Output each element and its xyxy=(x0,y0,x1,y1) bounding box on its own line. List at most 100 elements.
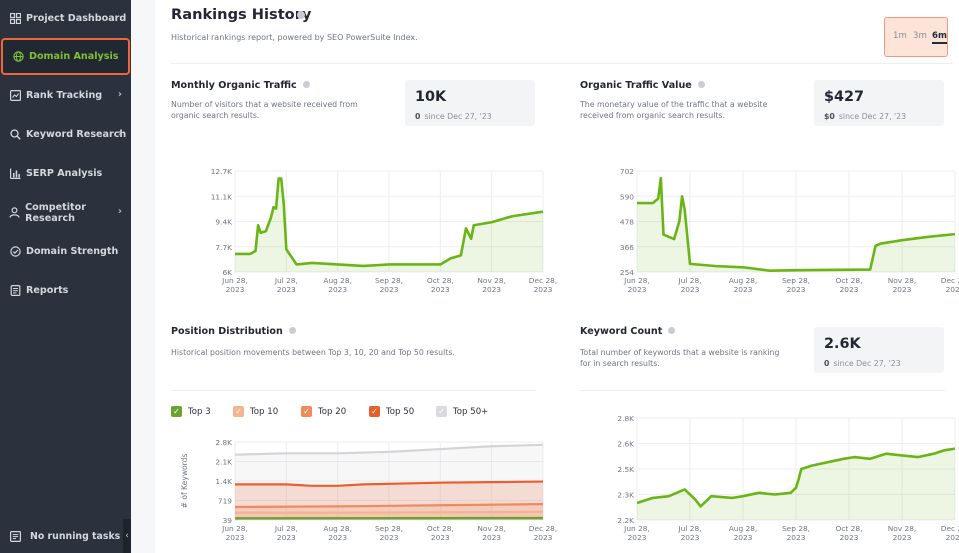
y-tick-label: 12.7K xyxy=(211,167,232,176)
legend-label: Top 50 xyxy=(386,406,415,417)
x-tick-label: Sep 28, xyxy=(782,276,810,285)
x-tick-label: 2023 xyxy=(226,285,245,294)
legend-toggle-top-50[interactable]: ✓ Top 50 xyxy=(369,406,414,417)
y-tick-label: 2.8K xyxy=(617,414,634,423)
x-tick-label: 2023 xyxy=(787,285,806,294)
x-tick-label: Dec 28, xyxy=(941,276,959,285)
sidebar-item-label: Competitor Research xyxy=(25,201,86,224)
range-option-1m[interactable]: 1m xyxy=(893,31,907,41)
sidebar-collapse-button[interactable]: ‹ xyxy=(123,519,131,553)
x-tick-label: Dec 28, xyxy=(941,524,959,533)
legend-label: Top 50+ xyxy=(453,406,489,417)
x-tick-label: 2023 xyxy=(482,533,501,542)
sidebar: Project Dashboard Domain Analysis Rank T… xyxy=(0,0,131,553)
x-tick-label: Nov 28, xyxy=(888,524,917,533)
x-tick-label: 2023 xyxy=(787,533,806,542)
sidebar-item-project-dashboard[interactable]: Project Dashboard xyxy=(0,0,131,37)
sidebar-item-label: SERP Analysis xyxy=(26,168,103,179)
series-area xyxy=(235,444,543,520)
metric-card-traffic-value: $427 $0 since Dec 27, '23 xyxy=(814,80,944,126)
x-tick-label: Jul 28, xyxy=(677,276,701,285)
y-tick-label: 11.1K xyxy=(211,192,232,201)
running-tasks-status[interactable]: No running tasks xyxy=(0,519,123,553)
legend-toggle-top-20[interactable]: ✓ Top 20 xyxy=(301,406,346,417)
y-axis-label: # of Keywords xyxy=(180,454,189,509)
x-tick-label: 2023 xyxy=(734,285,753,294)
x-tick-label: Sep 28, xyxy=(375,524,403,533)
globe-icon xyxy=(12,51,24,63)
x-tick-label: 2023 xyxy=(534,533,553,542)
metric-card-keywords: 2.6K 0 since Dec 27, '23 xyxy=(814,327,944,373)
y-tick-label: 2.3K xyxy=(617,491,634,500)
x-tick-label: 2023 xyxy=(628,285,647,294)
info-icon[interactable] xyxy=(297,11,305,19)
x-tick-label: 2023 xyxy=(226,533,245,542)
section-desc-traffic: Number of visitors that a website receiv… xyxy=(171,100,358,120)
section-title-positions: Position Distribution xyxy=(171,326,296,337)
legend-toggle-top-3[interactable]: ✓ Top 3 xyxy=(171,406,211,417)
x-tick-label: Jun 28, xyxy=(221,276,248,285)
metric-change: 0 since Dec 27, '23 xyxy=(824,359,901,368)
x-tick-label: Oct 28, xyxy=(427,524,454,533)
y-tick-label: 39 xyxy=(223,516,233,525)
x-tick-label: Jun 28, xyxy=(623,276,650,285)
series-line xyxy=(235,510,544,514)
sidebar-item-label: Domain Analysis xyxy=(29,51,119,62)
series-line xyxy=(636,447,956,508)
sidebar-item-domain-analysis[interactable]: Domain Analysis xyxy=(1,38,130,75)
range-option-3m[interactable]: 3m xyxy=(913,31,927,41)
section-desc-positions: Historical position movements between To… xyxy=(171,348,455,357)
page-subtitle: Historical rankings report, powered by S… xyxy=(171,33,418,42)
x-tick-label: 2023 xyxy=(946,285,959,294)
section-title-keywords: Keyword Count xyxy=(580,326,676,337)
info-icon[interactable] xyxy=(302,81,310,88)
x-tick-label: Aug 28, xyxy=(323,524,352,533)
legend-toggle-top-10[interactable]: ✓ Top 10 xyxy=(233,406,278,417)
chevron-right-icon: › xyxy=(117,128,122,139)
sidebar-item-competitor-research[interactable]: Competitor Research › xyxy=(0,194,131,231)
series-line xyxy=(637,176,956,272)
info-icon[interactable] xyxy=(668,327,676,334)
x-tick-label: 2023 xyxy=(277,533,296,542)
series-line xyxy=(234,443,544,456)
info-icon[interactable] xyxy=(697,81,705,88)
x-tick-label: 2023 xyxy=(431,533,450,542)
x-tick-label: 2023 xyxy=(431,285,450,294)
chevron-right-icon: › xyxy=(117,206,122,217)
y-tick-label: 366 xyxy=(620,243,634,252)
x-tick-label: Aug 28, xyxy=(729,276,758,285)
range-option-6m[interactable]: 6m xyxy=(932,31,947,44)
x-tick-label: Jun 28, xyxy=(221,524,248,533)
y-tick-label: 2.5K xyxy=(617,465,634,474)
divider xyxy=(171,390,536,391)
x-tick-label: Jul 28, xyxy=(274,524,298,533)
gauge-icon xyxy=(9,246,21,258)
metric-change: 0 since Dec 27, '23 xyxy=(415,112,492,121)
y-tick-label: 7.7K xyxy=(215,243,232,252)
x-tick-label: Sep 28, xyxy=(782,524,810,533)
series-line xyxy=(235,480,544,487)
y-tick-label: 2.2K xyxy=(617,516,634,525)
legend-label: Top 10 xyxy=(250,406,279,417)
sidebar-item-domain-strength[interactable]: Domain Strength xyxy=(0,233,131,270)
sidebar-item-keyword-research[interactable]: Keyword Research › xyxy=(0,116,131,153)
x-tick-label: Nov 28, xyxy=(477,524,506,533)
x-tick-label: 2023 xyxy=(946,533,959,542)
x-tick-label: 2023 xyxy=(380,533,399,542)
divider xyxy=(171,63,953,64)
y-tick-label: 2.8K xyxy=(215,438,232,447)
sidebar-item-rank-tracking[interactable]: Rank Tracking › xyxy=(0,77,131,114)
sidebar-item-serp-analysis[interactable]: SERP Analysis xyxy=(0,155,131,192)
running-tasks-label: No running tasks xyxy=(30,530,121,542)
x-tick-label: 2023 xyxy=(534,285,553,294)
legend-toggle-top-50-plus[interactable]: ✓ Top 50+ xyxy=(436,406,488,417)
y-tick-label: 9.4K xyxy=(215,218,232,227)
section-title-traffic-value: Organic Traffic Value xyxy=(580,80,705,91)
sidebar-item-reports[interactable]: Reports xyxy=(0,272,131,309)
info-icon[interactable] xyxy=(288,327,296,334)
tasks-icon xyxy=(10,530,21,542)
x-tick-label: 2023 xyxy=(840,533,859,542)
x-tick-label: Oct 28, xyxy=(427,276,454,285)
x-tick-label: 2023 xyxy=(893,533,912,542)
